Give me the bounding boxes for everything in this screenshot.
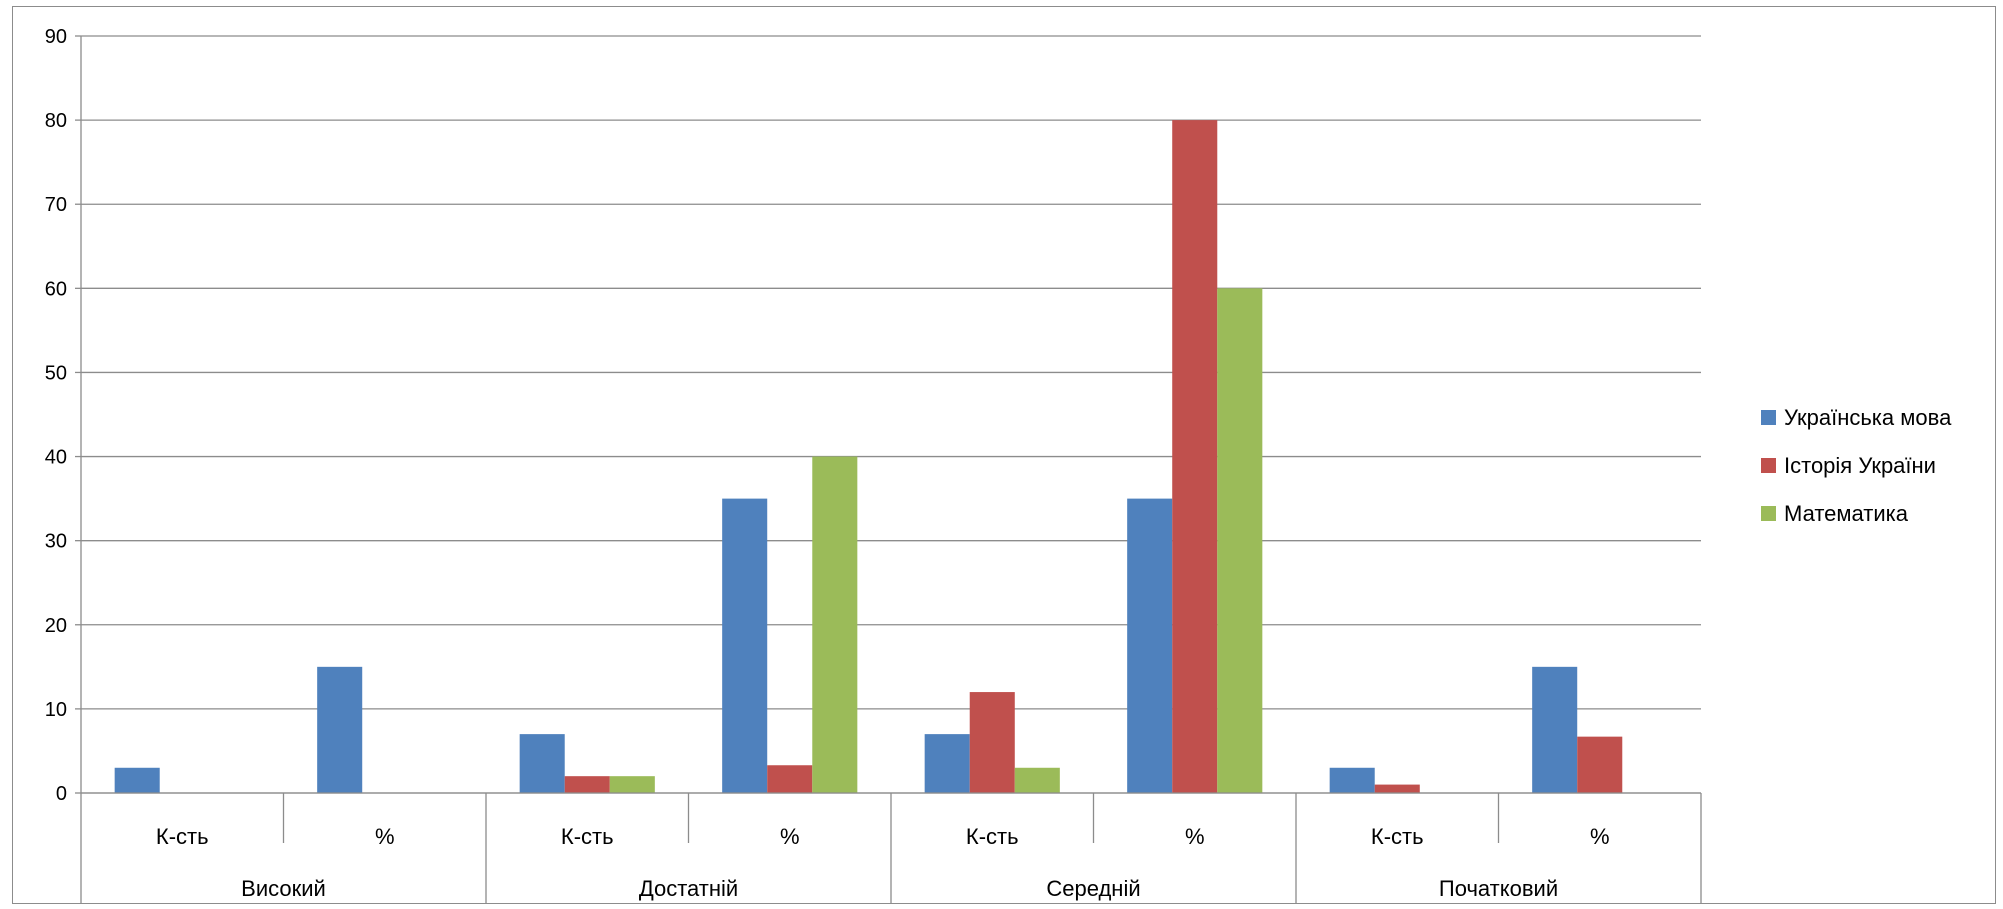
bar-chart: 0 10 20 30 40 50 60 70 80 90 К-сть% К-сть% К-сть% К-с… (45, 26, 1952, 903)
bar (1014, 767, 1060, 793)
x-group-label: Високий (241, 876, 326, 901)
y-tick-label: 80 (45, 110, 67, 132)
y-tick-label: 0 (56, 783, 67, 805)
x-tick-label: К-сть (156, 824, 209, 849)
y-tick-label: 50 (45, 362, 67, 384)
bar (924, 734, 970, 793)
bar (1172, 120, 1218, 794)
x-tick-label: К-сть (966, 824, 1019, 849)
legend-label: Українська мова (1784, 405, 1952, 430)
y-tick-label: 30 (45, 531, 67, 553)
bar (969, 692, 1015, 793)
x-tick-label: % (1185, 824, 1205, 849)
legend-swatch (1761, 506, 1776, 521)
x-group-label: Середній (1046, 876, 1140, 901)
bar (1329, 767, 1375, 793)
bar (114, 767, 160, 793)
y-tick-label: 20 (45, 615, 67, 637)
bar (1217, 288, 1263, 793)
chart-frame: 0 10 20 30 40 50 60 70 80 90 К-сть% К-сть% К-сть% К-с… (12, 6, 1996, 904)
bar (1374, 784, 1420, 793)
legend-label: Математика (1784, 501, 1909, 526)
y-tick-label: 60 (45, 278, 67, 300)
x-group-label: Достатній (639, 876, 738, 901)
legend-swatch (1761, 410, 1776, 425)
legend-swatch (1761, 458, 1776, 473)
x-group-label: Початковий (1439, 876, 1558, 901)
bar (812, 456, 858, 793)
bar (609, 776, 655, 793)
x-tick-label: % (780, 824, 800, 849)
bar (767, 765, 813, 793)
bar (519, 734, 565, 793)
y-tick-label: 90 (45, 26, 67, 48)
x-tick-label: К-сть (561, 824, 614, 849)
x-tick-label: К-сть (1371, 824, 1424, 849)
legend-label: Історія України (1784, 453, 1936, 478)
bar (1532, 666, 1578, 793)
y-tick-label: 10 (45, 699, 67, 721)
bar (317, 666, 363, 793)
bar (1577, 736, 1623, 793)
bar (1127, 498, 1173, 793)
bar (722, 498, 768, 793)
bar (564, 776, 610, 793)
x-tick-label: % (375, 824, 395, 849)
y-tick-label: 40 (45, 447, 67, 469)
x-tick-label: % (1590, 824, 1610, 849)
y-tick-label: 70 (45, 194, 67, 216)
